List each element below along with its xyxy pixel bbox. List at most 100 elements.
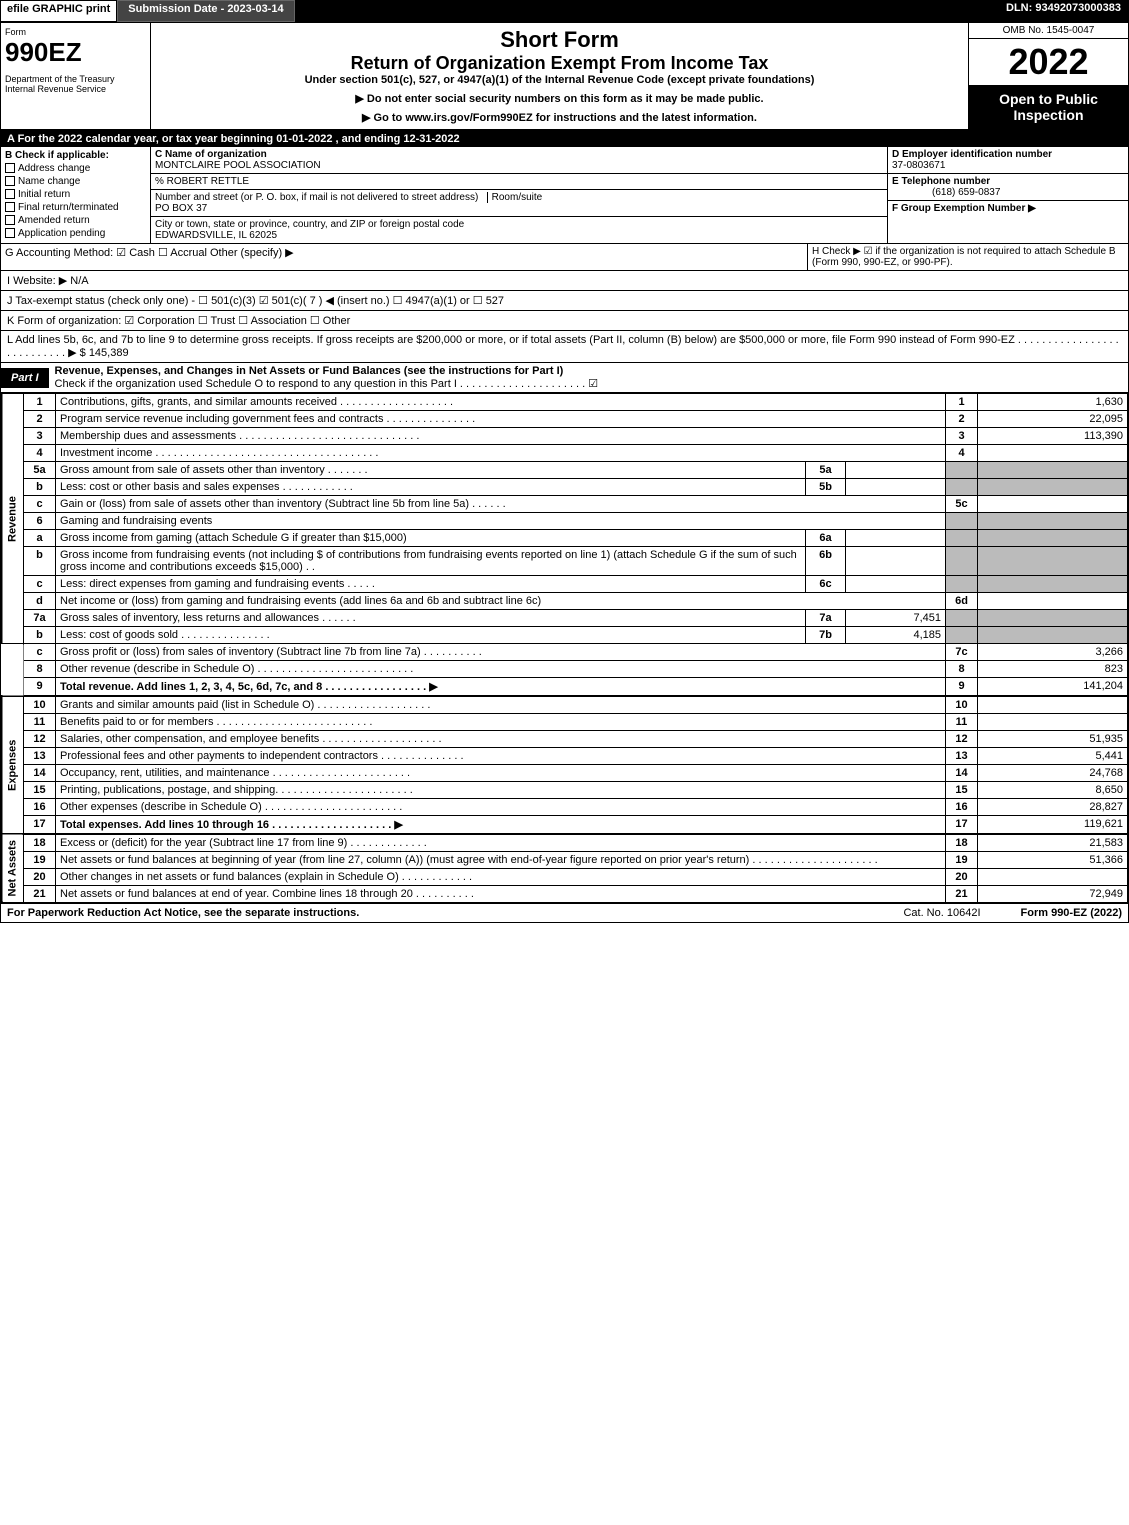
- form-footer: For Paperwork Reduction Act Notice, see …: [1, 903, 1128, 922]
- open-to-public: Open to Public Inspection: [969, 85, 1128, 129]
- line-1-desc: Contributions, gifts, grants, and simila…: [56, 394, 946, 411]
- chk-amended-return[interactable]: Amended return: [5, 214, 146, 227]
- line-7b-shade2: [978, 627, 1128, 644]
- line-3-rnum: 3: [946, 428, 978, 445]
- chk-name-change[interactable]: Name change: [5, 175, 146, 188]
- line-12-rnum: 12: [946, 731, 978, 748]
- c-label: C Name of organization: [155, 149, 267, 160]
- goto-link[interactable]: ▶ Go to www.irs.gov/Form990EZ for instru…: [155, 111, 964, 124]
- e-label: E Telephone number: [892, 176, 990, 187]
- line-20-amt: [978, 869, 1128, 886]
- line-6c-inbox: 6c: [806, 576, 846, 593]
- form-word: Form: [5, 27, 146, 37]
- line-5b-shade: [946, 479, 978, 496]
- street-block: Number and street (or P. O. box, if mail…: [151, 190, 887, 217]
- line-5b-inbox: 5b: [806, 479, 846, 496]
- sidelabel-revenue: Revenue: [2, 394, 24, 644]
- line-6b-inbox: 6b: [806, 547, 846, 576]
- line-11-amt: [978, 714, 1128, 731]
- phone-block: E Telephone number (618) 659-0837: [888, 174, 1128, 201]
- line-2-rnum: 2: [946, 411, 978, 428]
- box-c: C Name of organization MONTCLAIRE POOL A…: [151, 147, 888, 243]
- city-label: City or town, state or province, country…: [155, 219, 464, 230]
- line-6a-num: a: [24, 530, 56, 547]
- form-990ez: Form 990EZ Department of the Treasury In…: [0, 22, 1129, 923]
- sidelabel-netassets: Net Assets: [2, 834, 24, 903]
- line-16-amt: 28,827: [978, 799, 1128, 816]
- line-g: G Accounting Method: ☑ Cash ☐ Accrual Ot…: [1, 244, 808, 270]
- line-9-num: 9: [24, 678, 56, 697]
- cat-no: Cat. No. 10642I: [903, 907, 980, 919]
- line-19-rnum: 19: [946, 852, 978, 869]
- line-7b-desc: Less: cost of goods sold . . . . . . . .…: [56, 627, 806, 644]
- line-14-num: 14: [24, 765, 56, 782]
- chk-initial-return[interactable]: Initial return: [5, 188, 146, 201]
- return-title: Return of Organization Exempt From Incom…: [155, 53, 964, 74]
- line-4-amt: [978, 445, 1128, 462]
- line-6d-num: d: [24, 593, 56, 610]
- line-7c-num: c: [24, 644, 56, 661]
- line-5a-shade2: [978, 462, 1128, 479]
- line-21-amt: 72,949: [978, 886, 1128, 903]
- ein-block: D Employer identification number 37-0803…: [888, 147, 1128, 174]
- line-5a-shade: [946, 462, 978, 479]
- line-5b-desc: Less: cost or other basis and sales expe…: [56, 479, 806, 496]
- line-12-num: 12: [24, 731, 56, 748]
- part1-tab: Part I: [1, 368, 49, 388]
- omb-number: OMB No. 1545-0047: [969, 23, 1128, 39]
- line-1-rnum: 1: [946, 394, 978, 411]
- line-7b-inbox: 7b: [806, 627, 846, 644]
- line-10-num: 10: [24, 696, 56, 714]
- line-5a-inbox: 5a: [806, 462, 846, 479]
- submission-date-label: Submission Date - 2023-03-14: [117, 0, 294, 22]
- chk-application-pending[interactable]: Application pending: [5, 227, 146, 240]
- line-8-num: 8: [24, 661, 56, 678]
- care-of: % ROBERT RETTLE: [151, 174, 887, 190]
- sidelabel-rev-cont: [2, 644, 24, 697]
- line-18-rnum: 18: [946, 834, 978, 852]
- top-bar: efile GRAPHIC print Submission Date - 20…: [0, 0, 1129, 22]
- ssn-warning: ▶ Do not enter social security numbers o…: [155, 92, 964, 105]
- org-name: MONTCLAIRE POOL ASSOCIATION: [155, 160, 321, 171]
- section-a-period: A For the 2022 calendar year, or tax yea…: [1, 131, 1128, 147]
- line-15-amt: 8,650: [978, 782, 1128, 799]
- line-16-num: 16: [24, 799, 56, 816]
- line-6c-shade: [946, 576, 978, 593]
- line-14-desc: Occupancy, rent, utilities, and maintena…: [56, 765, 946, 782]
- chk-final-return[interactable]: Final return/terminated: [5, 201, 146, 214]
- line-6b-shade: [946, 547, 978, 576]
- efile-print-label[interactable]: efile GRAPHIC print: [0, 0, 117, 22]
- line-5b-num: b: [24, 479, 56, 496]
- tax-year: 2022: [969, 39, 1128, 85]
- line-7a-num: 7a: [24, 610, 56, 627]
- section-bcdef-row: B Check if applicable: Address change Na…: [1, 147, 1128, 244]
- line-9-amt: 141,204: [978, 678, 1128, 697]
- line-18-amt: 21,583: [978, 834, 1128, 852]
- line-17-num: 17: [24, 816, 56, 835]
- line-16-desc: Other expenses (describe in Schedule O) …: [56, 799, 946, 816]
- line-9-rnum: 9: [946, 678, 978, 697]
- line-6d-amt: [978, 593, 1128, 610]
- line-20-rnum: 20: [946, 869, 978, 886]
- line-6c-desc: Less: direct expenses from gaming and fu…: [56, 576, 806, 593]
- line-7c-desc: Gross profit or (loss) from sales of inv…: [56, 644, 946, 661]
- header-right: OMB No. 1545-0047 2022 Open to Public In…: [968, 23, 1128, 129]
- line-8-desc: Other revenue (describe in Schedule O) .…: [56, 661, 946, 678]
- chk-address-change[interactable]: Address change: [5, 162, 146, 175]
- line-i-website: I Website: ▶ N/A: [1, 271, 1128, 291]
- line-17-amt: 119,621: [978, 816, 1128, 835]
- line-11-rnum: 11: [946, 714, 978, 731]
- line-6b-desc: Gross income from fundraising events (no…: [56, 547, 806, 576]
- line-6a-inval: [846, 530, 946, 547]
- paperwork-notice: For Paperwork Reduction Act Notice, see …: [7, 907, 359, 919]
- line-16-rnum: 16: [946, 799, 978, 816]
- short-form-title: Short Form: [155, 27, 964, 53]
- part1-title: Revenue, Expenses, and Changes in Net As…: [49, 363, 1128, 392]
- line-12-desc: Salaries, other compensation, and employ…: [56, 731, 946, 748]
- line-7a-inbox: 7a: [806, 610, 846, 627]
- line-6b-inval: [846, 547, 946, 576]
- line-h: H Check ▶ ☑ if the organization is not r…: [808, 244, 1128, 270]
- line-4-desc: Investment income . . . . . . . . . . . …: [56, 445, 946, 462]
- form-number: 990EZ: [5, 37, 146, 68]
- line-5c-rnum: 5c: [946, 496, 978, 513]
